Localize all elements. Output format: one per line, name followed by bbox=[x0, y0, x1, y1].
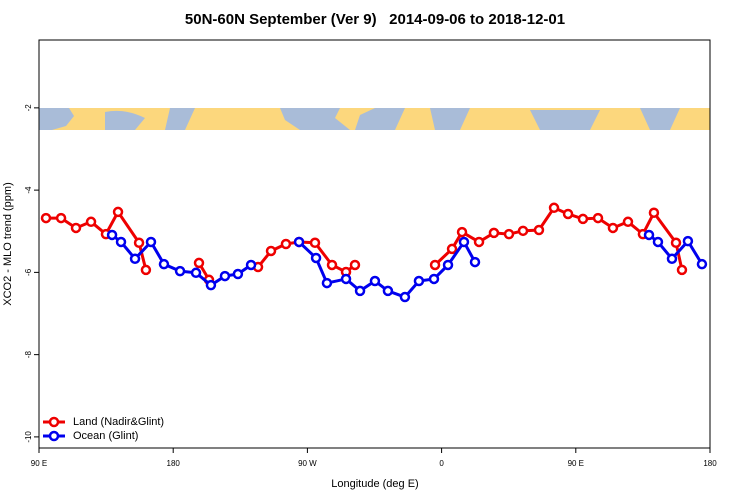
x-tick-label: 180 bbox=[167, 459, 181, 468]
x-tick-label: 0 bbox=[439, 459, 444, 468]
chart-title: 50N-60N September (Ver 9) 2014-09-06 to … bbox=[185, 11, 565, 28]
plot-frame bbox=[38, 39, 711, 449]
data-point bbox=[70, 222, 82, 234]
data-point bbox=[577, 213, 589, 225]
data-point bbox=[473, 236, 485, 248]
y-tick-label: -8 bbox=[24, 351, 33, 359]
legend-marker bbox=[48, 416, 60, 428]
data-point bbox=[592, 212, 604, 224]
data-point bbox=[670, 237, 682, 249]
data-point bbox=[106, 229, 118, 241]
data-point bbox=[446, 243, 458, 255]
data-point bbox=[369, 275, 381, 287]
data-point bbox=[456, 226, 468, 238]
data-point bbox=[265, 245, 277, 257]
data-point bbox=[354, 285, 366, 297]
data-point bbox=[232, 268, 244, 280]
data-point bbox=[533, 224, 545, 236]
data-point bbox=[696, 258, 708, 270]
map-band bbox=[39, 108, 710, 130]
y-tick-label: -6 bbox=[24, 268, 33, 276]
data-point bbox=[488, 227, 500, 239]
data-point bbox=[399, 291, 411, 303]
data-point bbox=[321, 277, 333, 289]
data-point bbox=[190, 267, 202, 279]
y-tick-label: -2 bbox=[24, 104, 33, 112]
data-point bbox=[115, 236, 127, 248]
x-tick-label: 90 E bbox=[31, 459, 47, 468]
data-point bbox=[442, 259, 454, 271]
data-point bbox=[245, 259, 257, 271]
data-point bbox=[562, 208, 574, 220]
data-point bbox=[310, 252, 322, 264]
data-point bbox=[205, 279, 217, 291]
data-point bbox=[174, 265, 186, 277]
data-point bbox=[112, 206, 124, 218]
data-point bbox=[682, 235, 694, 247]
data-point bbox=[340, 273, 352, 285]
legend-label: Ocean (Glint) bbox=[73, 430, 138, 442]
data-point bbox=[622, 216, 634, 228]
x-tick-label: 90 E bbox=[568, 459, 584, 468]
data-point bbox=[428, 273, 440, 285]
x-tick-label: 90 W bbox=[298, 459, 317, 468]
data-point bbox=[140, 264, 152, 276]
data-point bbox=[413, 275, 425, 287]
data-point bbox=[219, 270, 231, 282]
data-point bbox=[55, 212, 67, 224]
data-point bbox=[280, 238, 292, 250]
data-point bbox=[652, 236, 664, 248]
data-point bbox=[676, 264, 688, 276]
data-point bbox=[643, 229, 655, 241]
data-point bbox=[458, 236, 470, 248]
data-point bbox=[40, 212, 52, 224]
data-point bbox=[326, 259, 338, 271]
legend-label: Land (Nadir&Glint) bbox=[73, 416, 164, 428]
x-tick-label: 180 bbox=[703, 459, 717, 468]
data-point bbox=[309, 237, 321, 249]
data-point bbox=[349, 259, 361, 271]
data-point bbox=[517, 225, 529, 237]
data-point bbox=[666, 253, 678, 265]
legend-marker bbox=[48, 430, 60, 442]
data-point bbox=[133, 237, 145, 249]
data-point bbox=[293, 236, 305, 248]
data-point bbox=[503, 228, 515, 240]
data-point bbox=[85, 216, 97, 228]
data-point bbox=[548, 202, 560, 214]
x-axis-label: Longitude (deg E) bbox=[331, 478, 418, 490]
data-point bbox=[193, 257, 205, 269]
data-point bbox=[429, 259, 441, 271]
data-point bbox=[648, 207, 660, 218]
data-point bbox=[469, 256, 481, 268]
data-point bbox=[129, 253, 141, 265]
y-axis-label: XCO2 - MLO trend (ppm) bbox=[2, 182, 14, 305]
y-tick-label: -10 bbox=[24, 431, 33, 443]
data-point bbox=[145, 236, 157, 248]
series-line bbox=[46, 205, 684, 281]
y-tick-label: -4 bbox=[24, 186, 33, 194]
data-point bbox=[158, 258, 170, 270]
data-point bbox=[382, 285, 394, 297]
data-point bbox=[607, 222, 619, 234]
